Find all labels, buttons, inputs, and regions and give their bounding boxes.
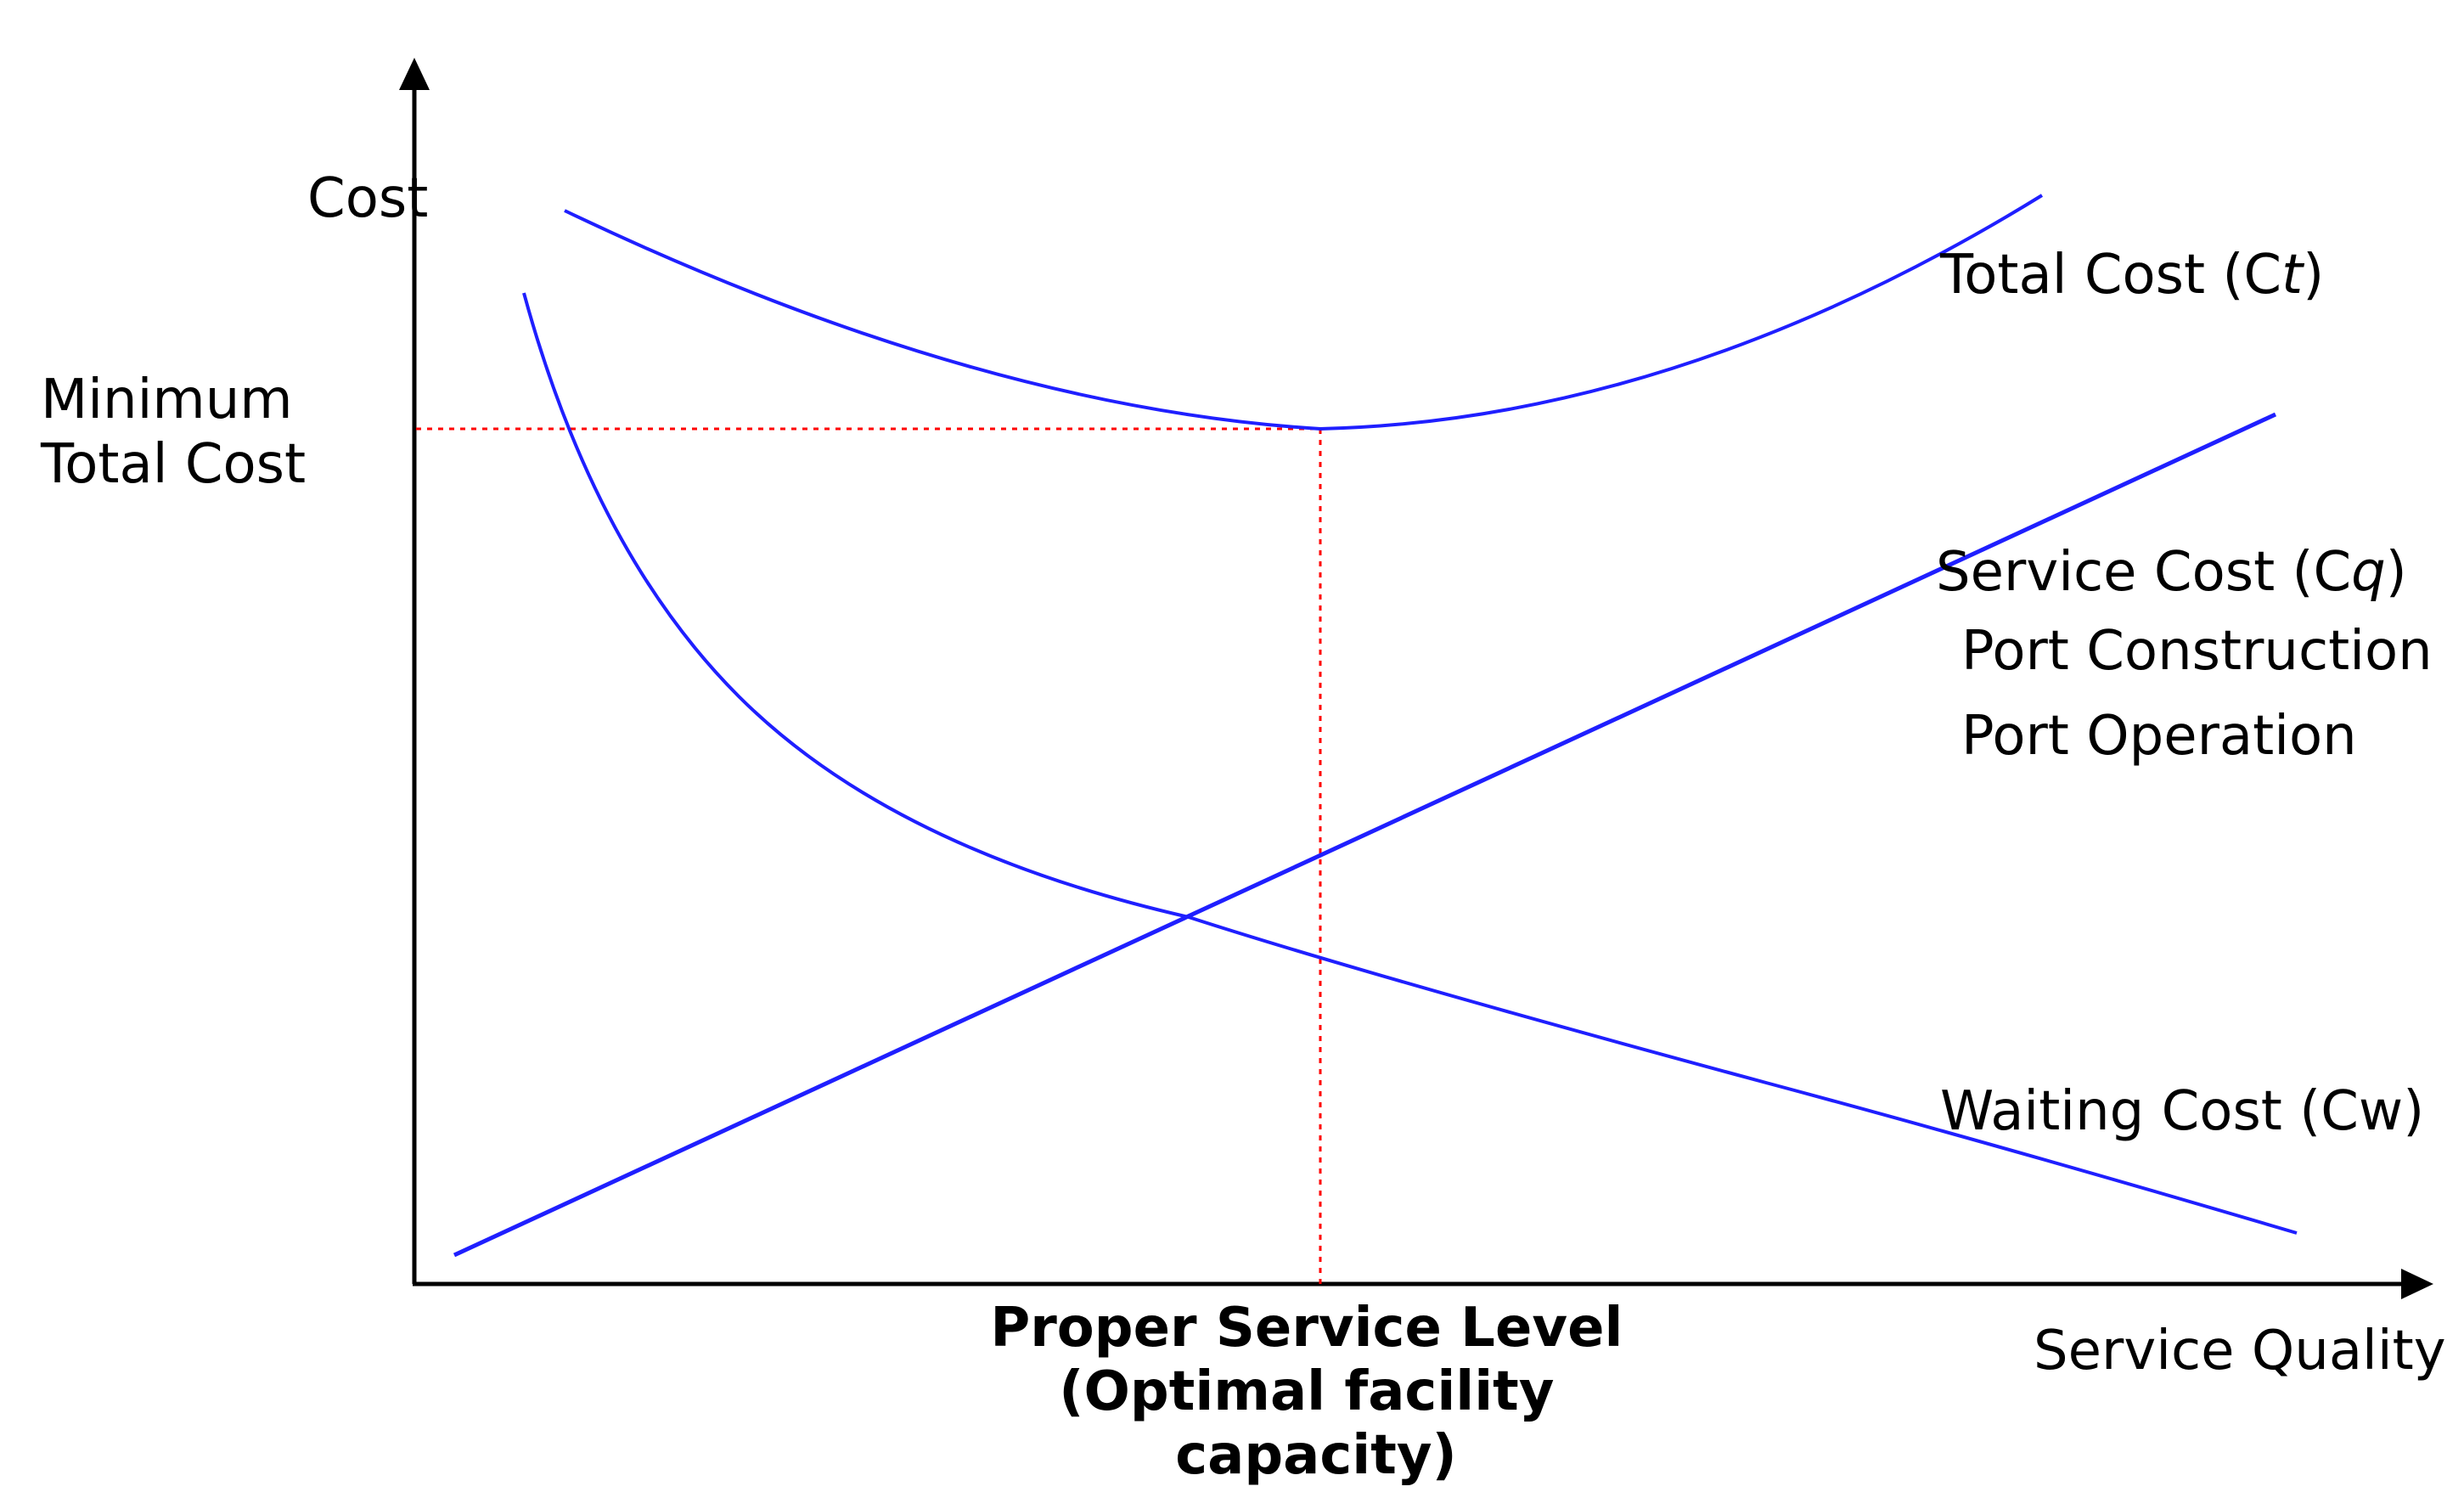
service-cost-label: Service Cost (Cq) xyxy=(1936,541,2407,604)
proper-service-level-label: Proper Service Level (Optimal facility c… xyxy=(990,1297,1641,1487)
minimum-total-cost-label: Minimum Total Cost xyxy=(40,369,310,496)
waiting-cost-curve xyxy=(522,292,2298,1235)
service-cost-line xyxy=(453,412,2277,1258)
port-construction-label: Port Construction xyxy=(1961,620,2433,683)
waiting-cost-label: Waiting Cost (Cw) xyxy=(1940,1080,2424,1143)
port-operation-label: Port Operation xyxy=(1961,705,2357,768)
y-axis-label: Cost xyxy=(307,167,428,230)
total-cost-label: Total Cost (Ct) xyxy=(1939,244,2324,307)
x-axis-label: Service Quality xyxy=(2034,1320,2446,1382)
y-axis-arrowhead xyxy=(399,58,430,90)
x-axis-arrowhead xyxy=(2401,1269,2433,1299)
total-cost-curve xyxy=(564,194,2044,431)
